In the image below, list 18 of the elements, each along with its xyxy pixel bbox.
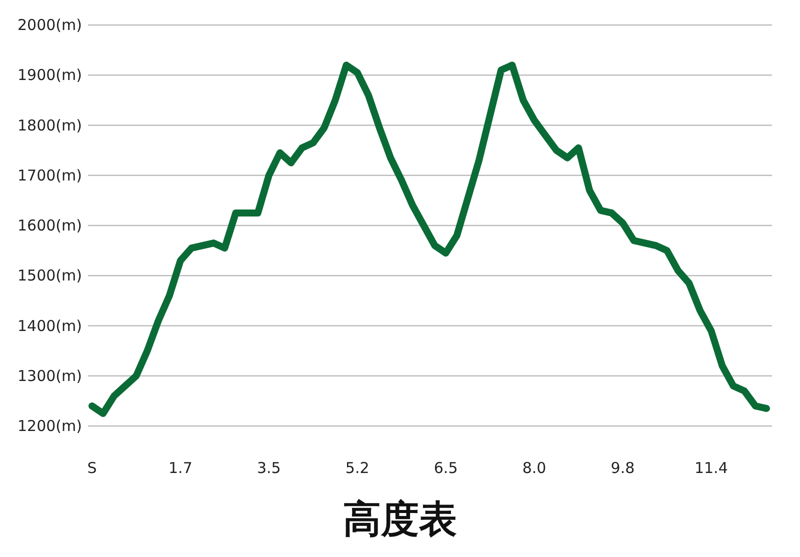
x-tick-label: 3.5 (256, 459, 281, 477)
x-tick-label: 6.5 (434, 459, 458, 477)
x-tick-label: 11.4 (694, 459, 728, 477)
x-tick-label: 1.7 (168, 459, 192, 477)
x-tick-label: 9.8 (610, 459, 635, 477)
y-tick-label: 1800(m) (18, 116, 82, 134)
y-tick-label: 1900(m) (18, 66, 82, 84)
y-tick-label: 1500(m) (18, 266, 82, 285)
y-tick-label: 1600(m) (18, 216, 82, 234)
y-tick-label: 1200(m) (18, 417, 82, 435)
x-tick-label: 8.0 (522, 459, 546, 477)
x-tick-label: 5.2 (345, 459, 370, 477)
y-tick-label: 1300(m) (18, 366, 82, 385)
y-tick-label: 2000(m) (18, 16, 82, 34)
text: 高度表 (343, 497, 457, 541)
y-tick-label: 1700(m) (18, 166, 82, 184)
x-tick-label: S (87, 459, 97, 477)
y-tick-label: 1400(m) (18, 316, 82, 335)
